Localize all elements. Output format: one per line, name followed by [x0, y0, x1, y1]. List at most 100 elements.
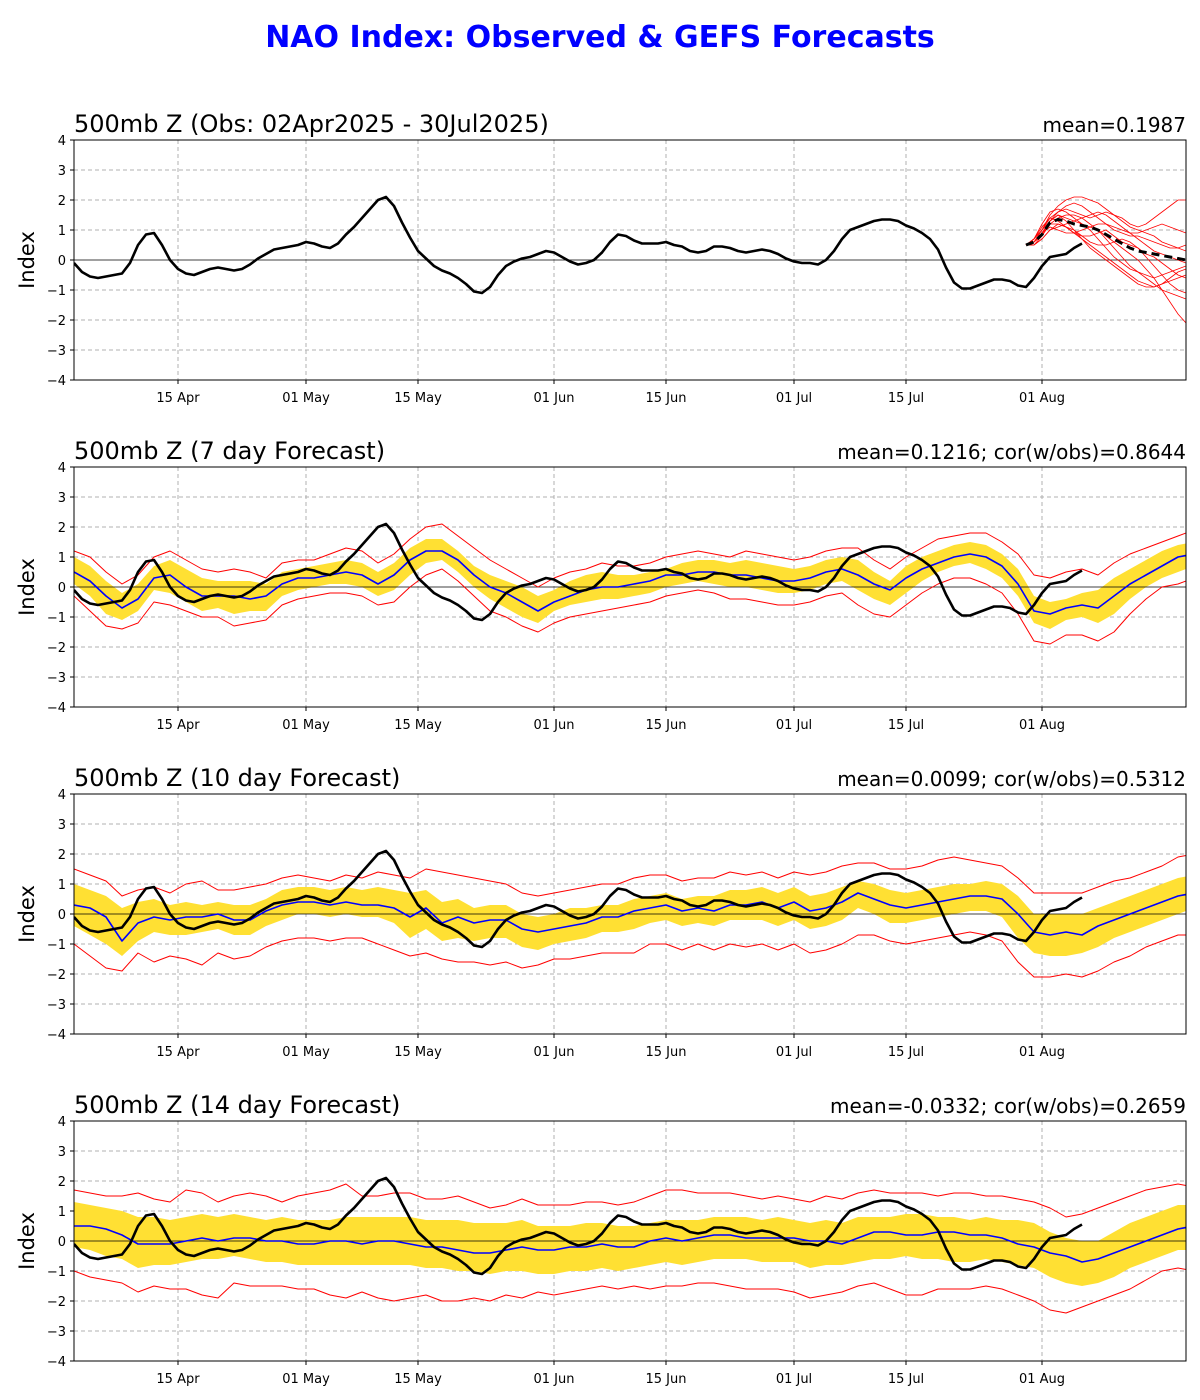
- y-tick-label: −1: [47, 611, 66, 626]
- y-tick-label: 4: [58, 134, 66, 149]
- y-tick-label: 0: [58, 908, 66, 923]
- observed-line: [74, 195, 1083, 295]
- chart-stat: mean=0.0099; cor(w/obs)=0.5312: [837, 767, 1186, 791]
- y-tick-label: 0: [58, 254, 66, 269]
- plot-area: [74, 849, 1186, 978]
- plot-area: [74, 522, 1186, 645]
- x-tick-label: 01 Jul: [776, 391, 812, 406]
- y-tick-label: −1: [47, 1265, 66, 1280]
- x-tick-label: 15 Jul: [888, 718, 924, 733]
- y-tick-label: −1: [47, 284, 66, 299]
- x-tick-label: 15 Apr: [156, 1045, 200, 1060]
- y-tick-label: −4: [47, 374, 66, 389]
- chart-panel: 4 3 2 1 0 −1 −2 −3 −4 15 Apr 01 May 15 May 01 Jun 15 …: [15, 110, 1187, 406]
- x-tick-label: 01 Aug: [1019, 391, 1065, 406]
- y-tick-label: 3: [58, 164, 66, 179]
- ensemble-member-line: [1026, 214, 1186, 300]
- x-tick-label: 15 Jul: [888, 391, 924, 406]
- y-tick-label: 1: [58, 878, 66, 893]
- forecast-min-line: [74, 568, 1186, 645]
- x-tick-label: 01 Jun: [534, 1372, 575, 1387]
- forecast-max-line: [74, 523, 1186, 588]
- ensemble-member-line: [1026, 211, 1186, 264]
- x-tick-label: 01 Jun: [534, 718, 575, 733]
- chart-panel: 4 3 2 1 0 −1 −2 −3 −4 15 Apr 01 May 15 May 01 Jun 15 …: [15, 1091, 1187, 1387]
- forecast-mean-line: [74, 892, 1186, 942]
- forecast-min-line: [74, 1267, 1186, 1314]
- x-tick-label: 01 Jun: [534, 391, 575, 406]
- ensemble-member-line: [1025, 202, 1186, 249]
- y-axis-label: Index: [15, 885, 39, 943]
- plot-area: [74, 195, 1186, 324]
- x-tick-label: 15 Jul: [888, 1045, 924, 1060]
- x-tick-label: 15 May: [394, 1045, 442, 1060]
- y-tick-label: −2: [47, 641, 66, 656]
- y-tick-label: 4: [58, 1115, 66, 1130]
- x-tick-label: 01 May: [282, 1372, 330, 1387]
- y-tick-label: −2: [47, 1295, 66, 1310]
- y-tick-label: 3: [58, 491, 66, 506]
- y-tick-label: 2: [58, 1175, 66, 1190]
- y-axis-label: Index: [15, 1212, 39, 1270]
- ensemble-member-line: [1025, 199, 1186, 246]
- y-tick-label: 0: [58, 581, 66, 596]
- y-tick-label: 0: [58, 1235, 66, 1250]
- x-tick-label: 01 May: [282, 391, 330, 406]
- x-tick-label: 01 Jul: [776, 718, 812, 733]
- y-tick-label: −3: [47, 671, 66, 686]
- chart-title: 500mb Z (Obs: 02Apr2025 - 30Jul2025): [74, 110, 549, 138]
- chart-title: 500mb Z (7 day Forecast): [74, 437, 385, 465]
- y-axis-label: Index: [15, 558, 39, 616]
- x-tick-label: 15 Apr: [156, 391, 200, 406]
- forecast-mean-line: [74, 550, 1186, 615]
- x-tick-label: 15 Apr: [156, 1372, 200, 1387]
- y-tick-label: −4: [47, 1355, 66, 1370]
- y-tick-label: −2: [47, 314, 66, 329]
- observed-line: [74, 1176, 1083, 1276]
- forecast-mean-line: [74, 1225, 1186, 1263]
- chart-panel: 4 3 2 1 0 −1 −2 −3 −4 15 Apr 01 May 15 May 01 Jun 15 …: [15, 437, 1187, 733]
- y-tick-label: 1: [58, 551, 66, 566]
- y-tick-label: −2: [47, 968, 66, 983]
- forecast-max-line: [74, 1183, 1186, 1218]
- observed-line: [74, 522, 1083, 622]
- chart-stat: mean=0.1216; cor(w/obs)=0.8644: [837, 440, 1186, 464]
- spread-band: [74, 1202, 1186, 1286]
- chart-title: 500mb Z (14 day Forecast): [74, 1091, 400, 1119]
- chart-stat: mean=-0.0332; cor(w/obs)=0.2659: [830, 1094, 1186, 1118]
- x-tick-label: 01 Jul: [776, 1045, 812, 1060]
- chart-panel: 4 3 2 1 0 −1 −2 −3 −4 15 Apr 01 May 15 May 01 Jun 15 …: [15, 764, 1187, 1060]
- y-tick-label: 4: [58, 788, 66, 803]
- x-tick-label: 15 Jun: [646, 391, 687, 406]
- x-tick-label: 01 Aug: [1019, 1372, 1065, 1387]
- y-tick-label: 2: [58, 848, 66, 863]
- y-tick-label: 3: [58, 1145, 66, 1160]
- x-tick-label: 01 Aug: [1019, 1045, 1065, 1060]
- y-tick-label: 3: [58, 818, 66, 833]
- y-tick-label: 2: [58, 194, 66, 209]
- x-tick-label: 01 May: [282, 718, 330, 733]
- y-tick-label: 2: [58, 521, 66, 536]
- y-tick-label: −4: [47, 1028, 66, 1043]
- x-tick-label: 15 May: [394, 391, 442, 406]
- y-tick-label: −4: [47, 701, 66, 716]
- ensemble-member-line: [1025, 214, 1186, 288]
- spread-band: [74, 876, 1186, 956]
- x-tick-label: 01 Aug: [1019, 718, 1065, 733]
- y-tick-label: 1: [58, 1205, 66, 1220]
- ensemble-member-line: [1025, 223, 1186, 294]
- x-tick-label: 15 May: [394, 1372, 442, 1387]
- x-tick-label: 15 Apr: [156, 718, 200, 733]
- y-tick-label: 4: [58, 461, 66, 476]
- x-tick-label: 01 May: [282, 1045, 330, 1060]
- y-axis-label: Index: [15, 231, 39, 289]
- observed-line: [74, 849, 1083, 949]
- ensemble-member-line: [1025, 196, 1186, 252]
- y-tick-label: −3: [47, 344, 66, 359]
- chart-stat: mean=0.1987: [1043, 113, 1186, 137]
- ensemble-mean-line: [1025, 218, 1186, 262]
- y-tick-label: −1: [47, 938, 66, 953]
- forecast-max-line: [74, 854, 1186, 897]
- y-tick-label: −3: [47, 998, 66, 1013]
